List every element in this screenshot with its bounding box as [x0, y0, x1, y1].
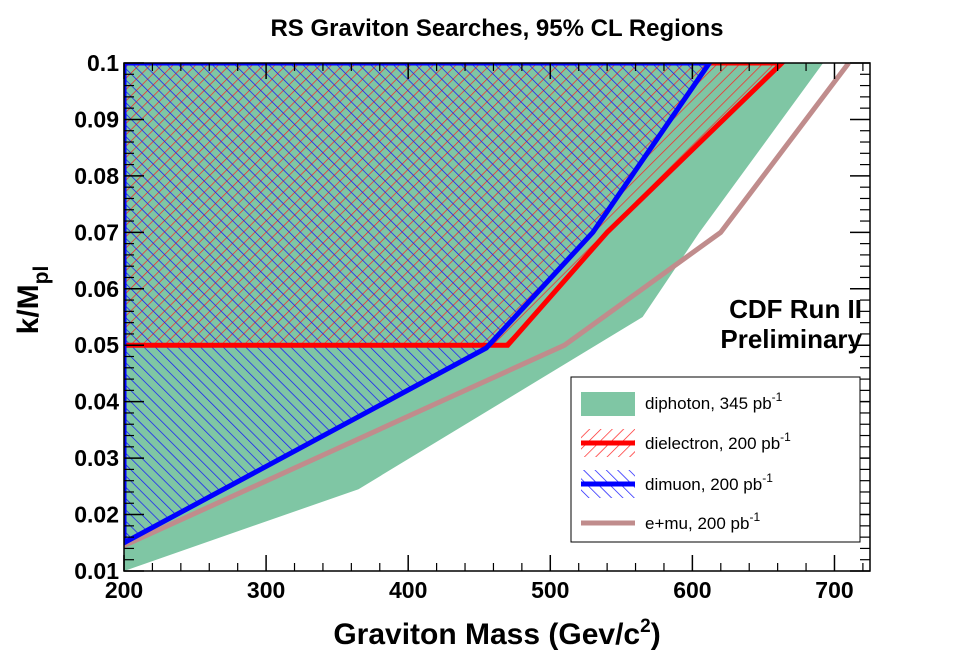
y-tick-label: 0.01	[74, 558, 119, 584]
x-axis-title-close: )	[651, 618, 661, 651]
annotation-line-1: CDF Run II	[729, 294, 862, 324]
y-tick-label: 0.09	[74, 106, 119, 132]
y-tick-label: 0.08	[74, 163, 119, 189]
y-tick-label: 0.07	[74, 219, 119, 245]
legend-label-exponent: -1	[772, 390, 783, 404]
legend-label-exponent: -1	[762, 471, 773, 485]
legend-label-text: dimuon, 200 pb	[645, 475, 762, 494]
y-tick-label: 0.06	[74, 276, 119, 302]
x-tick-label: 400	[389, 577, 427, 603]
legend-swatch-diphoton	[581, 392, 635, 416]
legend-label-exponent: -1	[749, 510, 760, 524]
x-tick-label: 700	[815, 577, 853, 603]
dimuon-line	[124, 63, 713, 546]
chart-title: RS Graviton Searches, 95% CL Regions	[270, 15, 723, 42]
x-axis-title: Graviton Mass (Gev/c2)	[333, 616, 660, 651]
x-axis-title-sup: 2	[640, 616, 651, 637]
y-tick-label: 0.04	[74, 389, 119, 415]
legend-label: diphoton, 345 pb-1	[645, 390, 783, 413]
y-tick-label: 0.03	[74, 445, 119, 471]
x-tick-label: 200	[105, 577, 143, 603]
x-tick-label: 600	[673, 577, 711, 603]
y-tick-label: 0.1	[87, 50, 119, 76]
x-axis-title-main: Graviton Mass (Gev/c	[333, 618, 640, 651]
emu-line	[124, 63, 851, 548]
y-axis-title-sub: pl	[30, 266, 53, 285]
legend-label-text: dielectron, 200 pb	[645, 434, 780, 453]
legend-label: dimuon, 200 pb-1	[645, 471, 773, 494]
axes: 200 300 400 500 600 700 0.01 0.02 0.03 0.04 0.05 0.…	[74, 50, 870, 603]
legend-label: dielectron, 200 pb-1	[645, 430, 791, 453]
x-tick-label: 500	[531, 577, 569, 603]
y-tick-label: 0.02	[74, 502, 119, 528]
dimuon-region	[124, 63, 710, 543]
plot-frame	[123, 62, 871, 572]
legend-label-text: e+mu, 200 pb	[645, 514, 749, 533]
x-tick-label: 300	[247, 577, 285, 603]
y-tick-label: 0.05	[74, 332, 119, 358]
annotation-line-2: Preliminary	[720, 324, 862, 354]
legend-label-exponent: -1	[780, 430, 791, 444]
legend-label: e+mu, 200 pb-1	[645, 510, 760, 533]
legend-label-text: diphoton, 345 pb	[645, 394, 772, 413]
y-axis-title: k/Mpl	[12, 266, 53, 335]
dielectron-line	[124, 63, 786, 348]
plot-area	[124, 63, 851, 571]
y-axis-title-main: k/M	[12, 284, 45, 334]
